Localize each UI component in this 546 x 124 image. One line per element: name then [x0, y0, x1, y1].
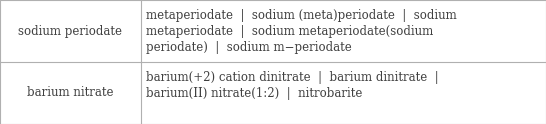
- Text: metaperiodate  |  sodium (meta)periodate  |  sodium
metaperiodate  |  sodium met: metaperiodate | sodium (meta)periodate |…: [146, 9, 457, 54]
- Text: barium nitrate: barium nitrate: [27, 87, 114, 99]
- Text: sodium periodate: sodium periodate: [19, 25, 122, 37]
- Text: barium(+2) cation dinitrate  |  barium dinitrate  |
barium(II) nitrate(1:2)  |  : barium(+2) cation dinitrate | barium din…: [146, 71, 439, 100]
